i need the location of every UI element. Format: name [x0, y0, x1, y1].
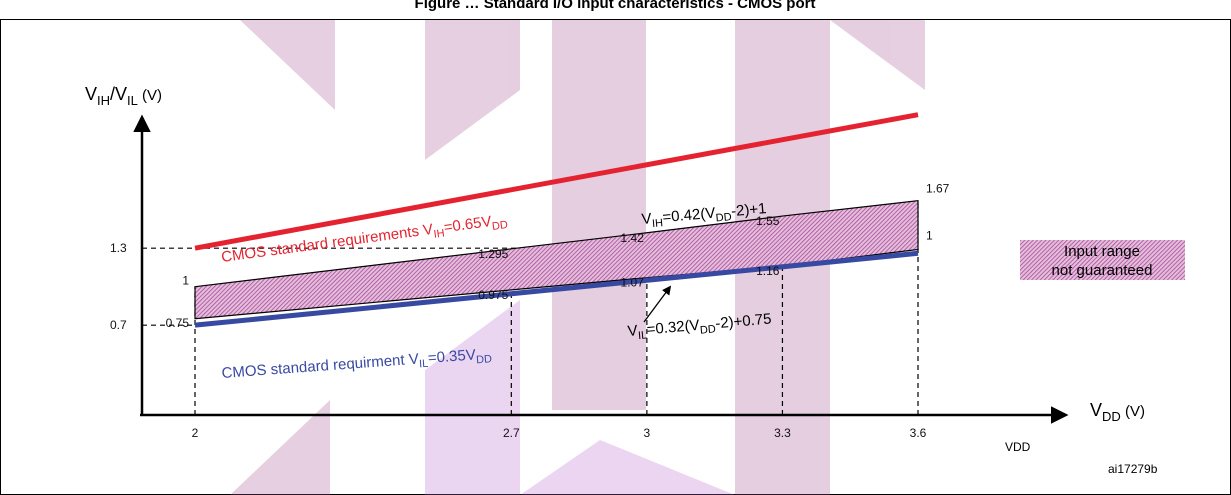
data-label: 1: [926, 228, 933, 242]
figure-title: Figure … Standard I/O input characterist…: [415, 0, 816, 12]
legend: Input range not guaranteed: [1020, 240, 1185, 280]
cmos-vil-line: [194, 250, 919, 328]
data-label: 1.67: [926, 182, 950, 196]
data-label: 1.295: [478, 247, 508, 261]
band-area: [194, 200, 919, 320]
data-label: 0.75: [166, 316, 190, 330]
data-label: 1: [182, 274, 189, 288]
cmos-vih-line: [194, 112, 919, 251]
data-label: 1.16: [756, 264, 780, 278]
data-label: 1.55: [756, 214, 780, 228]
y-tick-label: 0.7: [110, 318, 127, 332]
vil-equation: VIL=0.32(VDD-2)+0.75: [627, 310, 773, 343]
data-label: 1.07: [621, 276, 645, 290]
y-tick-label: 1.3: [110, 241, 127, 255]
x-tick-label: 2.7: [503, 426, 520, 440]
x-axis-title: VDD (V): [1090, 400, 1145, 424]
figure-reference: ai17279b: [1108, 462, 1158, 476]
x-tick-label: 2: [192, 426, 199, 440]
y-axis-title: VIH/VIL (V): [85, 84, 162, 108]
bottom-vdd-label: VDD: [1005, 440, 1031, 454]
vih-equation: VIH=0.42(VDD-2)+1: [641, 200, 768, 231]
x-tick-label: 3: [644, 426, 651, 440]
vil-pointer-arrow: [643, 285, 672, 323]
x-tick-label: 3.3: [774, 426, 791, 440]
series-lines: [194, 112, 919, 328]
y-tick-labels: 0.7 1.3: [110, 241, 127, 332]
x-tick-labels: 2 2.7 3 3.3 3.6: [192, 426, 927, 440]
legend-line1: Input range: [1064, 243, 1140, 260]
legend-line2: not guaranteed: [1052, 262, 1153, 279]
data-label: 1.42: [621, 231, 645, 245]
x-tick-label: 3.6: [910, 426, 927, 440]
data-label: 0.975: [478, 288, 508, 302]
data-labels: 1 0.75 1.295 0.975 1.42 1.07 1.55 1.16 1.67 1: [166, 182, 950, 330]
input-range-band: [194, 200, 919, 320]
watermark: [230, 20, 925, 495]
legend-swatch: [1020, 240, 1185, 280]
